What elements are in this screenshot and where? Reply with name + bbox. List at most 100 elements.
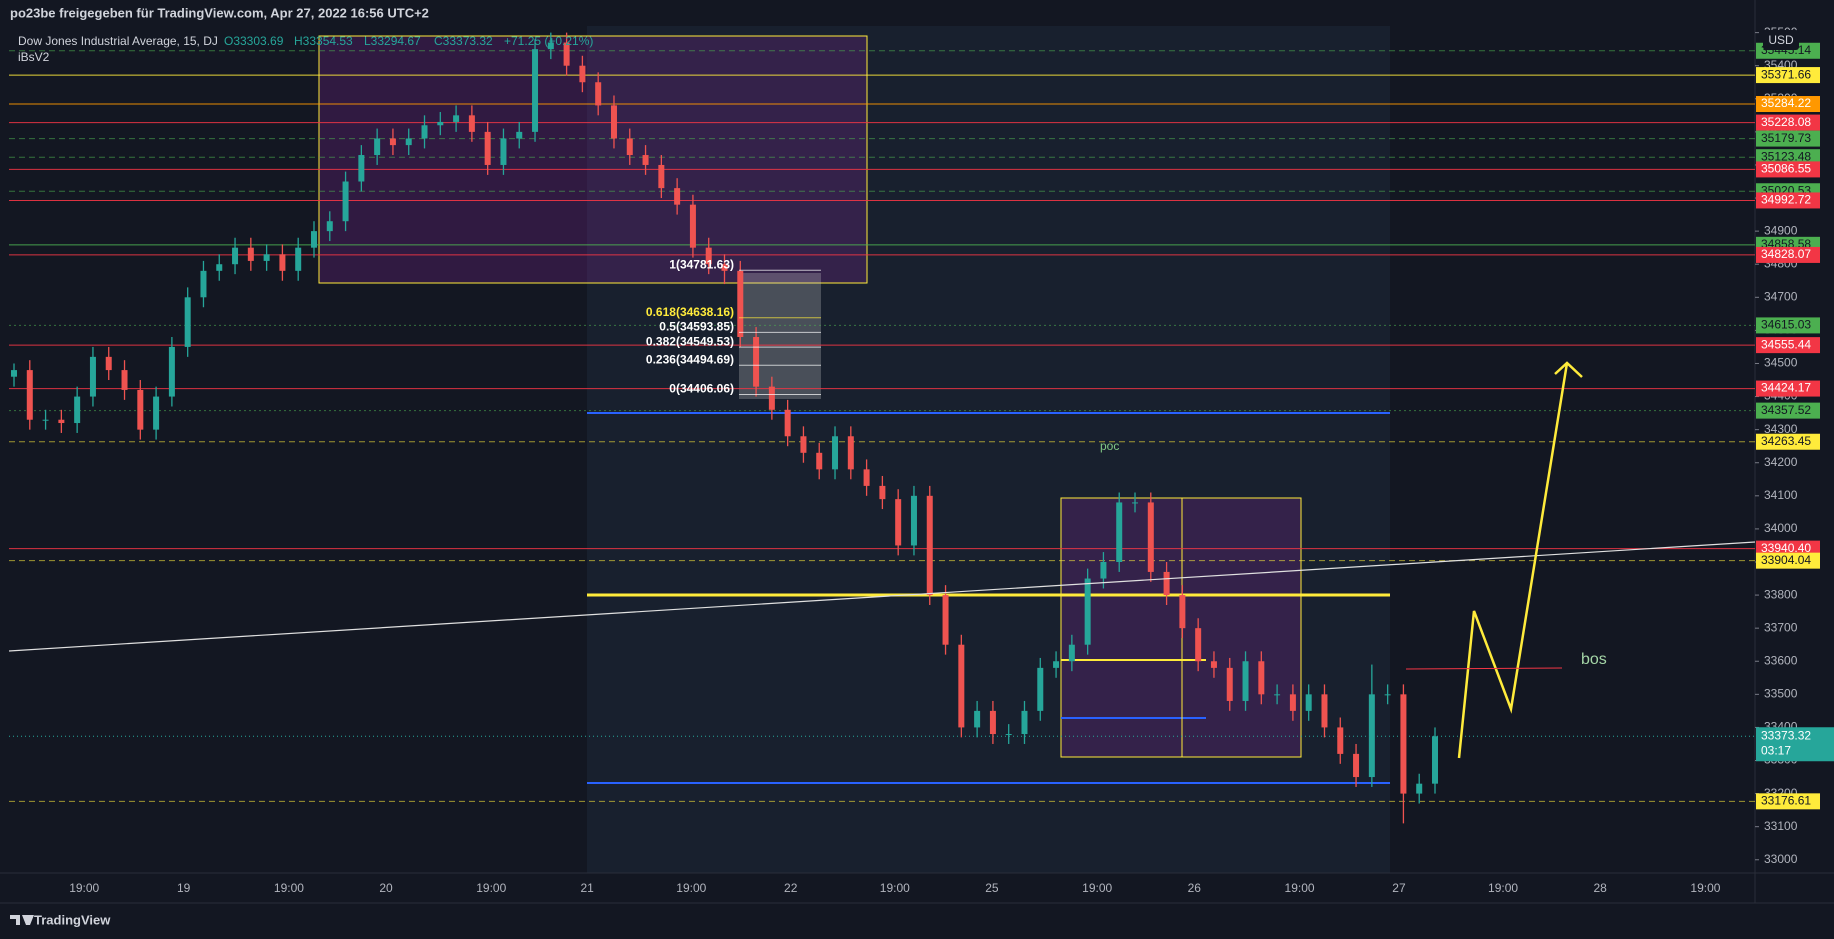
ohlc-open: O33303.69 (224, 34, 284, 48)
drawings-over: bos poc (8, 361, 1756, 759)
candle-body (516, 131, 523, 139)
bos-label: bos (1581, 651, 1607, 668)
level-badge (1756, 793, 1820, 810)
candle-body (1084, 578, 1091, 645)
candle-body (1274, 694, 1281, 696)
currency[interactable]: USD (1768, 33, 1794, 47)
y-tick-label: 34500 (1764, 356, 1798, 370)
candle-body (437, 121, 444, 126)
candle-body (11, 370, 17, 377)
candle-body (374, 138, 381, 156)
x-tick-label: 27 (1392, 881, 1406, 895)
level-label: 34424.17 (1761, 381, 1811, 395)
y-tick-label: 33500 (1764, 687, 1798, 701)
ohlc-low: L33294.67 (364, 34, 421, 48)
level-label: 34555.44 (1761, 337, 1811, 351)
candle-body (563, 42, 570, 66)
y-tick-label: 34900 (1764, 223, 1798, 237)
candle-body (721, 264, 728, 271)
fib: 1(34781.63)0.618(34638.16)0.5(34593.85)0… (646, 257, 821, 396)
current-price-badge (1756, 727, 1834, 762)
candle-body (484, 131, 491, 165)
trendline (8, 541, 1756, 652)
candle-body (1226, 667, 1233, 701)
candle-body (895, 499, 902, 546)
candle-body (800, 436, 807, 453)
level-badge (1756, 96, 1820, 113)
footer-brand[interactable]: TradingView (34, 912, 111, 927)
x-tick-label: 19:00 (1690, 881, 1720, 895)
candle-body (1195, 628, 1202, 662)
x-tick-label: 19:00 (274, 881, 304, 895)
candle-body (279, 254, 286, 271)
candle-body (753, 337, 760, 387)
candle-body (1337, 727, 1344, 754)
candles (11, 32, 1438, 824)
ohlc-high: H33354.53 (294, 34, 353, 48)
candle-body (1037, 667, 1044, 711)
countdown: 03:17 (1761, 743, 1791, 757)
candle-body (263, 254, 270, 261)
fib-label: 1(34781.63) (669, 257, 734, 271)
candle-body (1400, 694, 1407, 794)
x-tick-label: 19:00 (676, 881, 706, 895)
candle-body (500, 138, 507, 165)
candle-body (421, 125, 428, 139)
x-tick-label: 19 (177, 881, 191, 895)
candle-body (642, 155, 649, 165)
x-tick-label: 19:00 (1285, 881, 1315, 895)
candle-body (658, 164, 665, 189)
candle-body (453, 115, 460, 122)
candle-body (168, 346, 175, 397)
y-tick-label: 34000 (1764, 521, 1798, 535)
level-label: 34263.45 (1761, 434, 1811, 448)
candle-body (121, 370, 128, 390)
candle-body (26, 370, 33, 420)
y-tick-label: 33800 (1764, 587, 1798, 601)
y-tick-label: 33700 (1764, 620, 1798, 634)
y-tick-label: 33100 (1764, 819, 1798, 833)
candle-body (910, 495, 917, 546)
level-badge (1756, 149, 1820, 166)
candle-body (405, 138, 412, 146)
indicator: iBsV2 (18, 50, 50, 64)
candle-body (326, 221, 333, 232)
candle-body (1116, 502, 1123, 562)
currency-badge[interactable] (1763, 30, 1799, 50)
fib-label: 0.5(34593.85) (659, 320, 734, 334)
candle-body (816, 452, 823, 470)
time-axis: 19:00 19 19:00 20 19:00 21 19:00 22 19:00 25 19:00… (69, 881, 1721, 895)
candle-body (863, 469, 870, 486)
price-axis: 3300033100332003330033400335003360033700… (1755, 25, 1834, 866)
level-label: 33904.04 (1761, 553, 1811, 567)
y-tick-label: 34300 (1764, 422, 1798, 436)
candle-body (358, 155, 365, 182)
candle-body (1005, 734, 1012, 736)
candle-body (247, 247, 254, 261)
levels (9, 50, 1755, 802)
candle-body (389, 138, 396, 146)
candle-body (1147, 502, 1154, 572)
candle-body (989, 710, 996, 735)
y-tick-label: 33600 (1764, 653, 1798, 667)
candle-body (58, 419, 65, 424)
level-badge (1756, 317, 1820, 334)
x-tick-label: 22 (784, 881, 798, 895)
candle-body (784, 409, 791, 437)
x-tick-label: 21 (581, 881, 595, 895)
candle-body (674, 188, 681, 205)
candle-body (1432, 736, 1438, 784)
candle-body (1258, 661, 1265, 695)
candle-body (105, 356, 112, 371)
candle-body (1305, 694, 1312, 711)
candle-body (1179, 595, 1186, 629)
level-label: 35123.48 (1761, 149, 1811, 163)
candle-body (926, 495, 933, 596)
fib-label: 0.236(34494.69) (646, 352, 734, 366)
arrow-head (1554, 361, 1583, 378)
level-label: 34992.72 (1761, 193, 1811, 207)
level-label: 35179.73 (1761, 131, 1811, 145)
candle-body (626, 138, 633, 156)
